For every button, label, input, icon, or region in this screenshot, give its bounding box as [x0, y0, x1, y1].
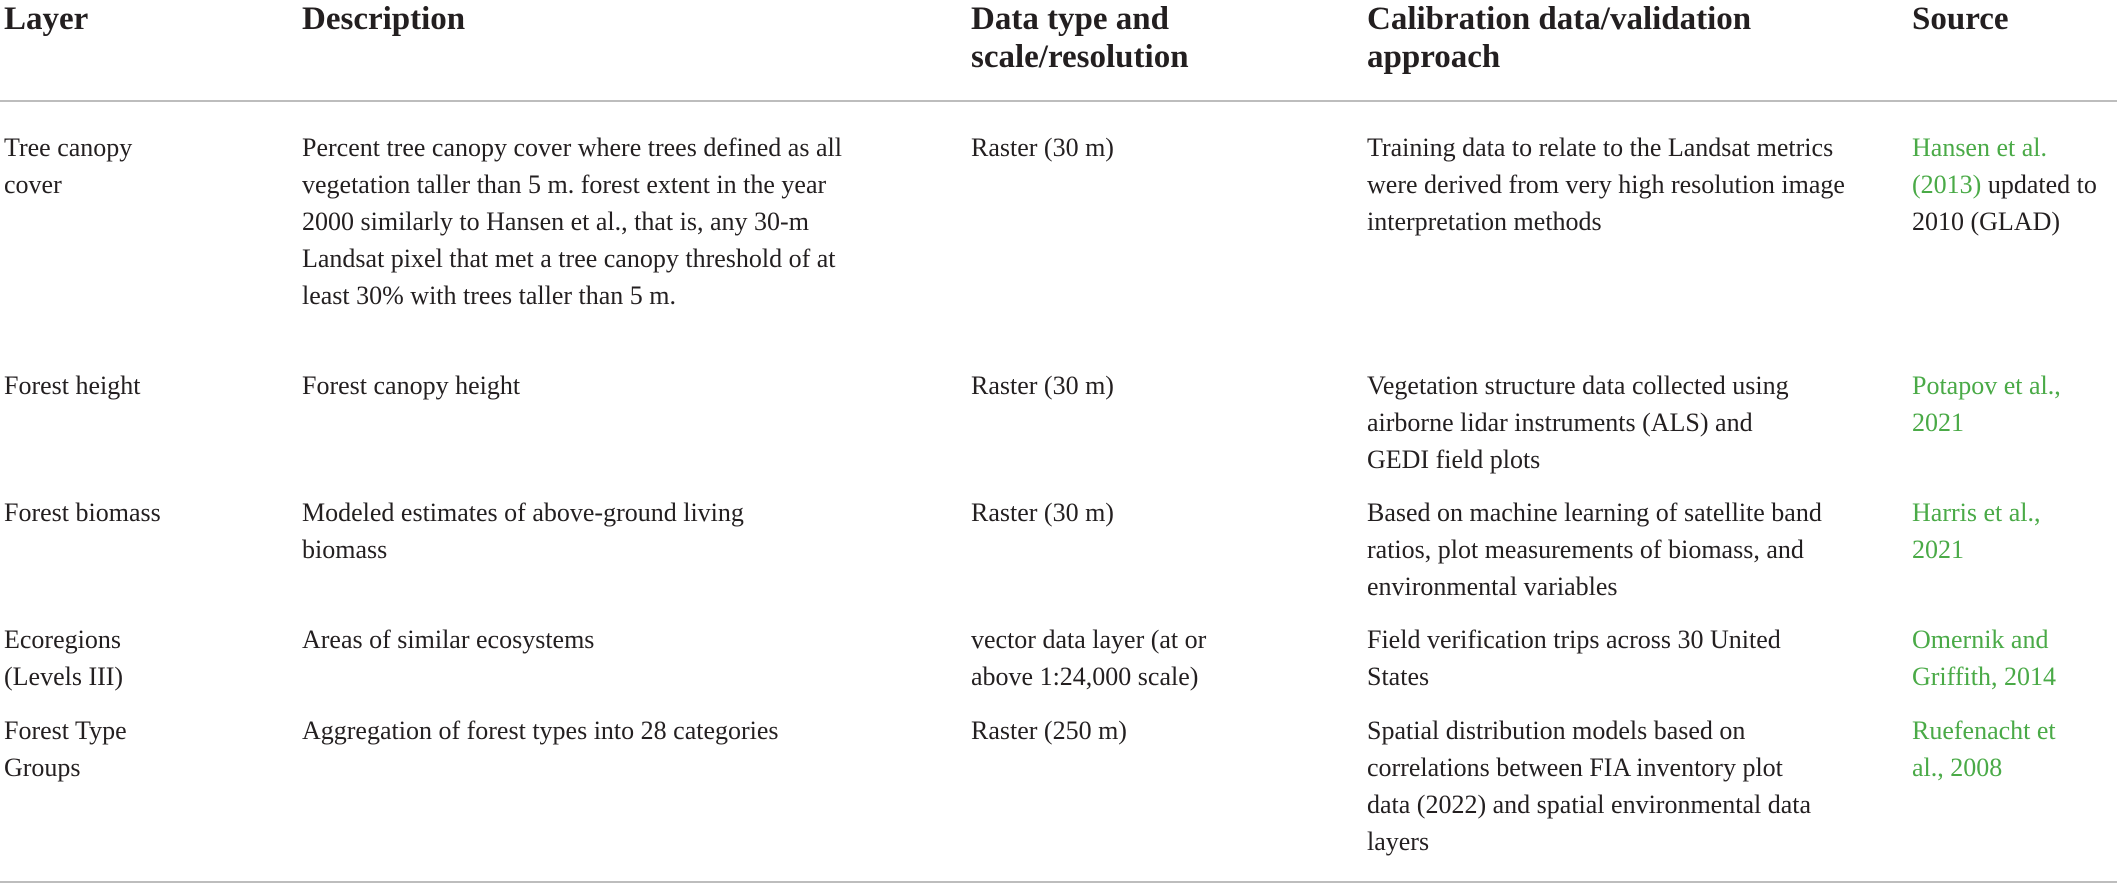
cell-data-type: vector data layer (at or above 1:24,000 … — [971, 625, 1207, 691]
header-description: Description — [302, 1, 466, 37]
cell-description: Forest canopy height — [302, 371, 521, 400]
cell-calibration: Training data to relate to the Landsat m… — [1367, 133, 1845, 236]
cell-source: Hansen et al. (2013) updated to 2010 (GL… — [1912, 129, 2117, 240]
source-link[interactable]: Hansen et al. (2013) — [1912, 133, 2048, 199]
source-link[interactable]: Ruefenacht et al., 2008 — [1912, 716, 2056, 782]
cell-description: Percent tree canopy cover where trees de… — [302, 133, 842, 310]
cell-layer: Forest biomass — [4, 498, 161, 527]
cell-data-type: Raster (30 m) — [971, 498, 1114, 527]
cell-layer: Ecoregions (Levels III) — [4, 625, 124, 691]
cell-calibration: Field verification trips across 30 Unite… — [1367, 625, 1781, 691]
cell-layer: Tree canopy cover — [4, 133, 133, 199]
cell-calibration: Based on machine learning of satellite b… — [1367, 498, 1822, 601]
source-link[interactable]: Potapov et al., 2021 — [1912, 371, 2061, 437]
cell-data-type: Raster (30 m) — [971, 371, 1114, 400]
cell-data-type: Raster (250 m) — [971, 716, 1127, 745]
cell-layer: Forest Type Groups — [4, 716, 127, 782]
source-link[interactable]: Omernik and Griffith, 2014 — [1912, 625, 2056, 691]
cell-calibration: Spatial distribution models based on cor… — [1367, 716, 1812, 856]
cell-description: Modeled estimates of above-ground living… — [302, 498, 744, 564]
cell-calibration: Vegetation structure data collected usin… — [1367, 371, 1789, 474]
source-note: updated to 2010 (GLAD) — [1912, 170, 2097, 236]
header-rule — [0, 100, 2117, 102]
bottom-rule — [0, 881, 2117, 883]
header-source: Source — [1912, 1, 2009, 37]
cell-layer: Forest height — [4, 371, 141, 400]
header-data-type: Data type and scale/resolution — [971, 1, 1189, 75]
cell-data-type: Raster (30 m) — [971, 133, 1114, 162]
header-calibration: Calibration data/validation approach — [1367, 1, 1752, 75]
source-link[interactable]: Harris et al., 2021 — [1912, 498, 2041, 564]
header-layer: Layer — [4, 1, 89, 37]
cell-description: Areas of similar ecosystems — [302, 625, 595, 654]
cell-description: Aggregation of forest types into 28 cate… — [302, 716, 779, 745]
